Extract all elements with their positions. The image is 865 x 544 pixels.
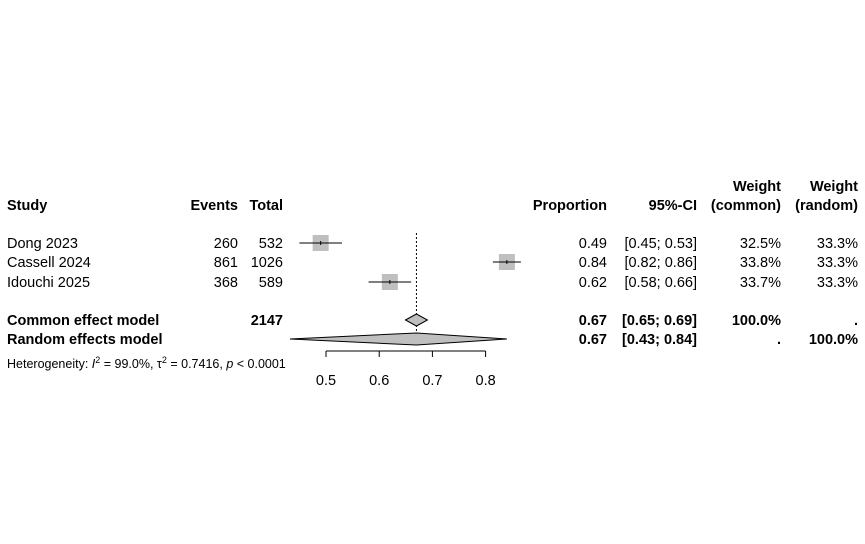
common-effect-weight-random: . — [853, 313, 858, 329]
header-study: Study — [7, 198, 48, 214]
common-effect-diamond — [404, 313, 429, 327]
study-total-cassell: 1026 — [250, 255, 283, 271]
study-name-dong: Dong 2023 — [7, 236, 78, 252]
random-effects-weight-random: 100.0% — [808, 332, 858, 348]
x-axis-tick-label: 0.5 — [316, 373, 336, 389]
study-proportion-dong: 0.49 — [578, 236, 607, 252]
p-value: < 0.0001 — [233, 357, 286, 372]
x-axis-tick-label: 0.7 — [422, 373, 442, 389]
common-effect-ci: [0.65; 0.69] — [622, 313, 697, 329]
i2-sup: 2 — [95, 355, 101, 365]
random-effects-ci: [0.43; 0.84] — [622, 332, 697, 348]
tau-sup: 2 — [161, 355, 167, 365]
header-proportion: Proportion — [532, 198, 607, 214]
study-name-cassell: Cassell 2024 — [7, 255, 91, 271]
study-events-cassell: 861 — [213, 255, 238, 271]
study-total-idouchi: 589 — [258, 275, 283, 291]
study-ci-cassell: [0.82; 0.86] — [624, 255, 697, 271]
common-effect-proportion: 0.67 — [578, 313, 607, 329]
random-effects-label: Random effects model — [7, 332, 163, 348]
study-name-idouchi: Idouchi 2025 — [7, 275, 91, 291]
heterogeneity-prefix: Heterogeneity: — [7, 357, 92, 372]
random-effects-diamond — [289, 332, 507, 346]
study-weight-common-dong: 32.5% — [739, 236, 781, 252]
study-proportion-cassell: 0.84 — [578, 255, 607, 271]
tau-symbol: τ — [156, 357, 162, 372]
study-total-dong: 532 — [258, 236, 283, 252]
study-events-dong: 260 — [213, 236, 238, 252]
header-weight-common-line2: (common) — [710, 198, 781, 214]
header-ci: 95%-CI — [648, 198, 697, 214]
study-weight-random-idouchi: 33.3% — [816, 275, 858, 291]
study-events-idouchi: 368 — [213, 275, 238, 291]
study-weight-random-dong: 33.3% — [816, 236, 858, 252]
p-symbol: p — [226, 357, 234, 372]
study-proportion-idouchi: 0.62 — [578, 275, 607, 291]
header-events: Events — [190, 198, 238, 214]
i2-value: = 99.0%, — [100, 357, 157, 372]
random-effects-proportion: 0.67 — [578, 332, 607, 348]
header-weight-random-line2: (random) — [795, 198, 858, 214]
common-effect-label: Common effect model — [7, 313, 160, 329]
i2-symbol: I — [91, 357, 96, 372]
header-weight-common-line1: Weight — [732, 179, 781, 195]
study-ci-dong: [0.45; 0.53] — [624, 236, 697, 252]
study-weight-common-idouchi: 33.7% — [739, 275, 781, 291]
header-weight-random-line1: Weight — [809, 179, 858, 195]
study-ci-idouchi: [0.58; 0.66] — [624, 275, 697, 291]
heterogeneity-text: Heterogeneity: I2 = 99.0%, τ2 = 0.7416, … — [7, 352, 286, 373]
x-axis-tick-label: 0.8 — [476, 373, 496, 389]
study-weight-random-cassell: 33.3% — [816, 255, 858, 271]
study-weight-common-cassell: 33.8% — [739, 255, 781, 271]
tau-value: = 0.7416, — [166, 357, 227, 372]
random-effects-weight-common: . — [776, 332, 781, 348]
common-effect-weight-common: 100.0% — [731, 313, 781, 329]
common-effect-total: 2147 — [250, 313, 283, 329]
header-total: Total — [249, 198, 283, 214]
x-axis-tick-label: 0.6 — [369, 373, 389, 389]
